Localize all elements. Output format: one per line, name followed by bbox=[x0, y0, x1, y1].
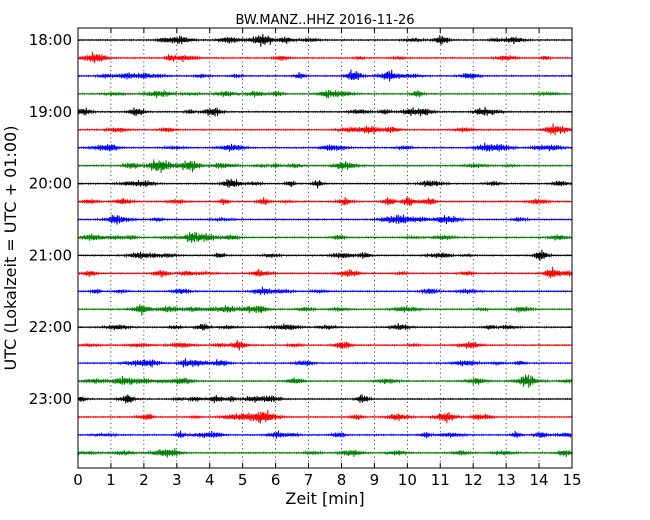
trace-21:45 bbox=[77, 304, 573, 316]
plot-frame bbox=[77, 27, 573, 469]
trace-21:00 bbox=[77, 249, 573, 261]
x-tick-label: 2 bbox=[139, 471, 149, 489]
trace-20:30 bbox=[77, 214, 573, 225]
trace-23:00 bbox=[77, 394, 573, 404]
x-axis-label: Zeit [min] bbox=[285, 489, 364, 508]
x-tick-label: 10 bbox=[398, 471, 417, 489]
trace-20:15 bbox=[77, 197, 573, 207]
traces bbox=[77, 33, 573, 458]
y-tick-label: 21:00 bbox=[29, 246, 72, 264]
x-tick-label: 14 bbox=[530, 471, 549, 489]
x-tick-label: 7 bbox=[304, 471, 314, 489]
trace-18:00 bbox=[77, 33, 573, 47]
trace-18:30 bbox=[77, 69, 573, 82]
trace-22:45 bbox=[77, 374, 573, 388]
x-tick-label: 13 bbox=[497, 471, 516, 489]
y-tick-label: 19:00 bbox=[29, 103, 72, 121]
x-tick-label: 1 bbox=[106, 471, 116, 489]
trace-20:00 bbox=[77, 178, 573, 189]
x-tick-label: 5 bbox=[238, 471, 248, 489]
x-tick-label: 12 bbox=[464, 471, 483, 489]
x-tick-label: 3 bbox=[172, 471, 182, 489]
chart-title: BW.MANZ..HHZ 2016-11-26 bbox=[235, 13, 414, 28]
trace-18:15 bbox=[77, 52, 573, 64]
y-tick-label: 20:00 bbox=[29, 175, 72, 193]
trace-18:45 bbox=[77, 89, 573, 99]
trace-22:00 bbox=[77, 323, 573, 331]
trace-22:15 bbox=[77, 340, 573, 351]
trace-19:00 bbox=[77, 106, 573, 117]
y-axis-label: UTC (Lokalzeit = UTC + 01:00) bbox=[1, 126, 20, 371]
y-tick-label: 22:00 bbox=[29, 318, 72, 336]
x-tick-label: 6 bbox=[271, 471, 281, 489]
x-tick-label: 11 bbox=[431, 471, 450, 489]
x-tick-label: 0 bbox=[73, 471, 83, 489]
trace-19:15 bbox=[77, 123, 573, 136]
y-tick-label: 18:00 bbox=[29, 31, 72, 49]
trace-23:30 bbox=[77, 430, 573, 439]
x-axis-ticks: 0 1 2 3 4 5 6 7 8 9 10 11 12 13 14 15 bbox=[73, 28, 582, 489]
trace-19:45 bbox=[77, 159, 573, 173]
y-tick-label: 23:00 bbox=[29, 390, 72, 408]
x-tick-label: 4 bbox=[205, 471, 215, 489]
trace-21:15 bbox=[77, 266, 573, 279]
trace-22:30 bbox=[77, 358, 573, 368]
trace-20:45 bbox=[77, 231, 573, 243]
x-tick-label: 9 bbox=[370, 471, 380, 489]
trace-21:30 bbox=[77, 286, 573, 295]
trace-23:45 bbox=[77, 448, 573, 458]
x-tick-label: 15 bbox=[562, 471, 581, 489]
x-tick-label: 8 bbox=[337, 471, 347, 489]
trace-23:15 bbox=[77, 409, 573, 424]
y-axis-ticks: 18:00 19:00 20:00 21:00 22:00 23:00 bbox=[29, 31, 572, 408]
trace-19:30 bbox=[77, 142, 573, 152]
